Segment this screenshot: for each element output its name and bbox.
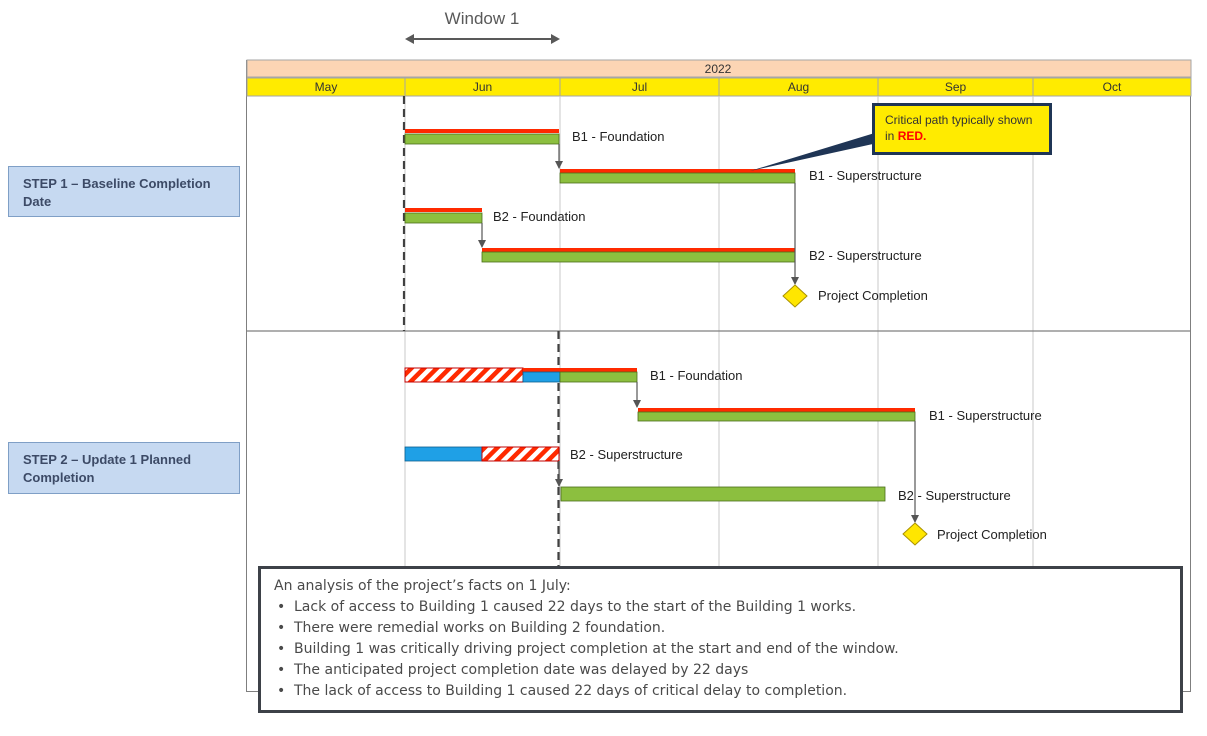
callout-highlight: RED	[897, 129, 924, 143]
task-bar-b2-first	[404, 446, 560, 462]
task-bar-b2-foundation	[404, 208, 483, 224]
task-label: B1 - Foundation	[572, 129, 665, 144]
task-bar-b1-superstructure	[637, 408, 916, 422]
year-header	[246, 59, 1192, 78]
milestone-diamond	[782, 284, 808, 308]
task-label: B1 - Foundation	[650, 368, 743, 383]
analysis-box: An analysis of the project’s facts on 1 …	[258, 566, 1183, 713]
window-label: Window 1	[445, 9, 520, 28]
step1-bars: B1 - Foundation B1 - Superstructure B2 -…	[404, 129, 928, 308]
analysis-bullet: The anticipated project completion date …	[274, 660, 1167, 681]
analysis-title: An analysis of the project’s facts on 1 …	[274, 578, 571, 594]
task-bar-b2-superstructure	[481, 248, 796, 263]
month-label: May	[315, 80, 338, 94]
milestone-label: Project Completion	[818, 288, 928, 303]
callout-pointer	[750, 132, 882, 171]
month-header-row: May Jun Jul Aug Sep Oct	[246, 77, 1192, 97]
critical-path-callout: Critical path typically shown in RED.	[872, 103, 1052, 155]
step2-label-box: STEP 2 – Update 1 Planned Completion	[8, 442, 240, 494]
month-label: Jul	[632, 80, 647, 94]
task-label: B2 - Foundation	[493, 209, 586, 224]
task-label: B1 - Superstructure	[929, 408, 1042, 423]
task-bar-b1-foundation-actual	[522, 368, 638, 383]
analysis-bullet: The lack of access to Building 1 caused …	[274, 681, 1167, 702]
analysis-bullet: Building 1 was critically driving projec…	[274, 639, 1167, 660]
task-bar-b1-superstructure	[559, 169, 796, 184]
milestone-label: Project Completion	[937, 527, 1047, 542]
month-label: Jun	[473, 80, 492, 94]
dependency-arrows	[478, 144, 799, 285]
analysis-list: Lack of access to Building 1 caused 22 d…	[274, 597, 1167, 702]
task-bar-b1-foundation	[404, 129, 560, 145]
delay-hatch-bar	[404, 367, 524, 383]
analysis-bullet: There were remedial works on Building 2 …	[274, 618, 1167, 639]
step1-label: STEP 1 – Baseline Completion Date	[23, 176, 211, 209]
step2-label: STEP 2 – Update 1 Planned Completion	[23, 452, 192, 485]
step2-bars: B1 - Foundation B1 - Superstructure B2 -…	[404, 367, 1047, 546]
task-label: B2 - Superstructure	[898, 488, 1011, 503]
delay-hatch-bar	[481, 446, 560, 462]
analysis-bullet: Lack of access to Building 1 caused 22 d…	[274, 597, 1167, 618]
milestone-diamond	[902, 522, 928, 546]
task-label: B2 - Superstructure	[809, 248, 922, 263]
step1-label-box: STEP 1 – Baseline Completion Date	[8, 166, 240, 217]
task-label: B1 - Superstructure	[809, 168, 922, 183]
year-label: 2022	[705, 62, 732, 76]
task-bar-b2-superstructure	[560, 486, 886, 502]
window-range-arrow	[405, 34, 560, 44]
dependency-arrows	[555, 382, 919, 523]
callout-suffix: .	[923, 129, 927, 143]
month-label: Sep	[945, 80, 967, 94]
month-header-cell	[1032, 77, 1192, 97]
callout-text: Critical path typically shown in	[885, 113, 1033, 143]
month-label: Aug	[788, 80, 809, 94]
month-label: Oct	[1103, 80, 1122, 94]
task-label: B2 - Superstructure	[570, 447, 683, 462]
